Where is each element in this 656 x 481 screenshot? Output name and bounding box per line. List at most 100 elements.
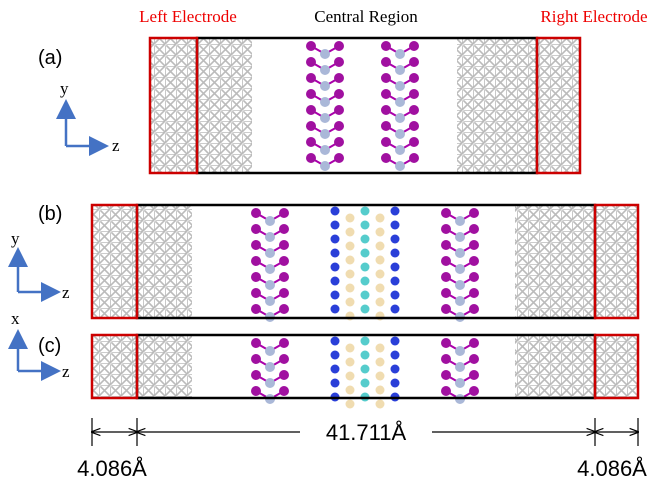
atom-metal — [320, 97, 330, 107]
atom-hbn — [331, 365, 340, 374]
atom-hbn — [391, 291, 400, 300]
atom-hbn — [331, 351, 340, 360]
atom-i — [441, 338, 451, 348]
atom-hbn — [376, 400, 385, 409]
atom-hbn — [331, 305, 340, 314]
atom-hbn — [376, 358, 385, 367]
atom-hbn — [376, 372, 385, 381]
atom-i — [409, 137, 419, 147]
right-electrode-title: Right Electrode — [540, 7, 647, 26]
atom-metal — [395, 65, 405, 75]
atom-i — [279, 224, 289, 234]
atom-hbn — [361, 365, 370, 374]
atom-hbn — [346, 298, 355, 307]
atom-hbn — [331, 221, 340, 230]
atom-i — [441, 304, 451, 314]
atom-i — [409, 57, 419, 67]
atom-metal — [265, 346, 275, 356]
atom-i — [381, 121, 391, 131]
atom-metal — [320, 129, 330, 139]
atom-i — [469, 370, 479, 380]
atom-metal — [455, 232, 465, 242]
atom-i — [306, 41, 316, 51]
atom-metal — [320, 81, 330, 91]
atom-i — [334, 137, 344, 147]
panel-label: (b) — [38, 203, 62, 225]
atom-i — [334, 73, 344, 83]
atom-hbn — [361, 337, 370, 346]
atom-metal — [455, 296, 465, 306]
atom-i — [251, 256, 261, 266]
atom-metal — [455, 248, 465, 258]
atom-i — [381, 153, 391, 163]
atom-i — [279, 272, 289, 282]
atom-hbn — [361, 263, 370, 272]
atom-i — [251, 288, 261, 298]
atom-i — [306, 73, 316, 83]
atom-i — [251, 304, 261, 314]
axis-label: z — [62, 362, 70, 381]
atom-metal — [320, 49, 330, 59]
atom-i — [334, 153, 344, 163]
atom-hbn — [376, 214, 385, 223]
atom-i — [279, 288, 289, 298]
atom-metal — [395, 97, 405, 107]
atom-i — [381, 73, 391, 83]
atom-metal — [265, 378, 275, 388]
atom-i — [334, 105, 344, 115]
atom-i — [251, 354, 261, 364]
atom-i — [279, 338, 289, 348]
atom-hbn — [376, 242, 385, 251]
electrode-lattice — [515, 335, 638, 398]
atom-i — [251, 208, 261, 218]
atom-hbn — [346, 270, 355, 279]
atom-hbn — [376, 228, 385, 237]
atom-metal — [455, 362, 465, 372]
atom-i — [334, 121, 344, 131]
electrode-lattice — [150, 38, 252, 173]
atom-i — [381, 41, 391, 51]
atom-hbn — [346, 256, 355, 265]
atom-i — [334, 41, 344, 51]
panel-label: (c) — [38, 335, 61, 357]
atom-i — [279, 240, 289, 250]
atom-i — [469, 304, 479, 314]
atom-hbn — [331, 249, 340, 258]
atom-i — [441, 208, 451, 218]
atom-i — [306, 57, 316, 67]
atom-hbn — [346, 284, 355, 293]
atom-i — [441, 354, 451, 364]
atom-metal — [265, 296, 275, 306]
atom-i — [469, 256, 479, 266]
atom-hbn — [391, 263, 400, 272]
atom-i — [251, 240, 261, 250]
atom-i — [441, 288, 451, 298]
electrode-lattice — [457, 38, 580, 173]
dimension-label: 4.086Å — [577, 456, 647, 481]
atom-i — [251, 272, 261, 282]
atom-i — [469, 272, 479, 282]
structures — [92, 38, 638, 409]
atom-hbn — [376, 298, 385, 307]
atom-i — [306, 153, 316, 163]
atom-hbn — [391, 337, 400, 346]
atom-hbn — [361, 207, 370, 216]
atom-hbn — [391, 305, 400, 314]
atom-i — [334, 89, 344, 99]
atom-hbn — [331, 337, 340, 346]
axis-label: x — [11, 309, 20, 328]
panel-label: (a) — [38, 47, 62, 69]
atom-hbn — [346, 372, 355, 381]
atom-metal — [265, 248, 275, 258]
atom-i — [279, 304, 289, 314]
atom-metal — [320, 65, 330, 75]
atom-i — [279, 354, 289, 364]
atom-i — [251, 386, 261, 396]
atom-i — [306, 89, 316, 99]
atom-hbn — [376, 284, 385, 293]
atom-i — [469, 224, 479, 234]
atom-hbn — [376, 256, 385, 265]
atom-i — [409, 121, 419, 131]
atom-i — [381, 137, 391, 147]
atom-metal — [395, 113, 405, 123]
